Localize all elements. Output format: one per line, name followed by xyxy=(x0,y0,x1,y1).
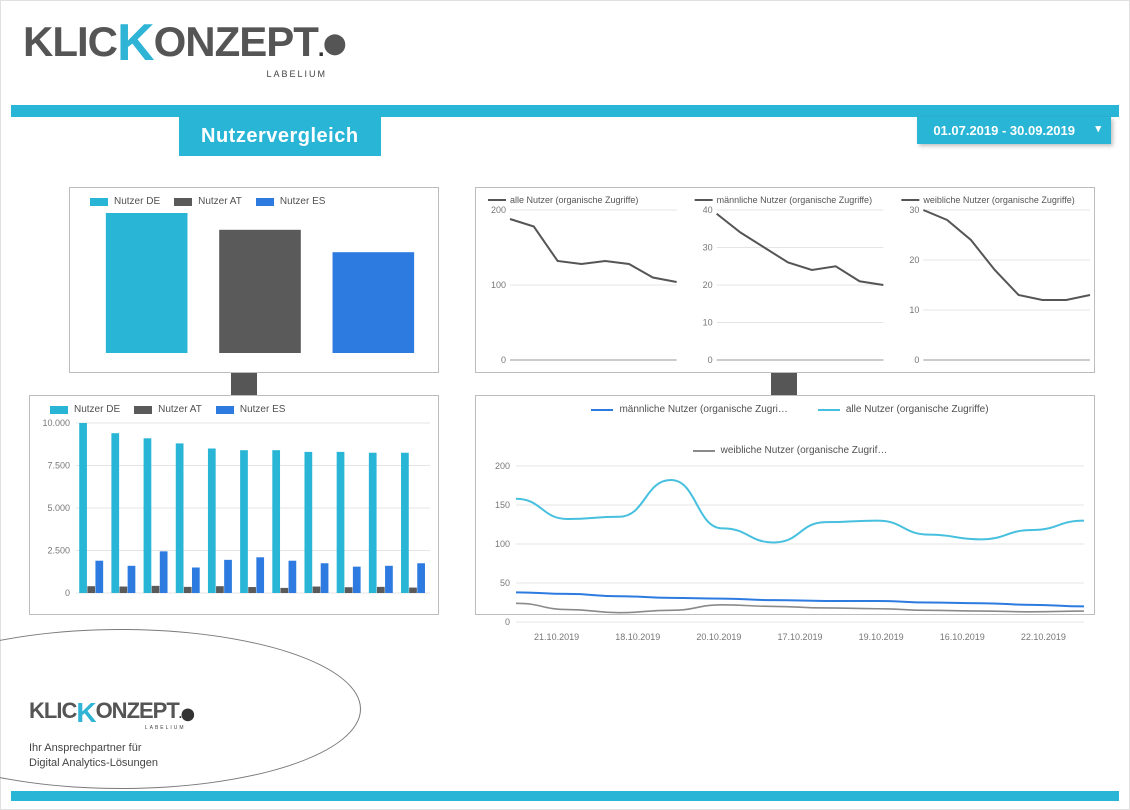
chart-grouped-bars: Nutzer DE Nutzer AT Nutzer ES 0 2.500 5.00… xyxy=(29,395,439,615)
svg-text:10.000: 10.000 xyxy=(42,418,70,428)
svg-text:150: 150 xyxy=(495,500,510,510)
legend-label: alle Nutzer (organische Zugriffe) xyxy=(846,404,989,415)
logo-k: K xyxy=(117,14,154,72)
svg-text:18.10.2019: 18.10.2019 xyxy=(615,632,660,642)
svg-text:21.10.2019: 21.10.2019 xyxy=(534,632,579,642)
swatch-male xyxy=(591,409,613,411)
date-range-text: 01.07.2019 - 30.09.2019 xyxy=(933,123,1075,138)
svg-text:7.500: 7.500 xyxy=(47,461,70,471)
svg-text:100: 100 xyxy=(491,280,506,290)
legend-label: Nutzer AT xyxy=(198,196,242,207)
chart-sparklines-triple: alle Nutzer (organische Zugriffe)0100200… xyxy=(475,187,1095,373)
legend-panel-c: Nutzer DE Nutzer AT Nutzer ES xyxy=(30,396,438,417)
multi-line-svg: 0 50 100 150 200 21.10.2019 18.10.2019 20.10.20… xyxy=(476,458,1096,648)
svg-text:200: 200 xyxy=(495,461,510,471)
svg-text:0: 0 xyxy=(65,588,70,598)
logo-part1: KLIC xyxy=(23,18,117,65)
legend-label: Nutzer DE xyxy=(74,404,120,415)
svg-text:10: 10 xyxy=(909,305,919,315)
swatch-de xyxy=(50,406,68,414)
brand-logo: KLICKONZEPT.⬤ LABELIUM xyxy=(23,13,345,79)
svg-text:0: 0 xyxy=(501,355,506,365)
logo-part1: KLIC xyxy=(29,698,76,723)
svg-text:männliche Nutzer (organische Z: männliche Nutzer (organische Zugriffe) xyxy=(717,195,872,205)
footer-line2: Digital Analytics-Lösungen xyxy=(29,757,158,769)
svg-text:10: 10 xyxy=(703,318,713,328)
logo-part2: ONZEPT xyxy=(96,698,179,723)
grouped-bar-svg: 0 2.500 5.000 7.500 10.000 xyxy=(30,417,440,607)
svg-text:30: 30 xyxy=(909,205,919,215)
svg-text:weibliche Nutzer (organische Z: weibliche Nutzer (organische Zugriffe) xyxy=(922,195,1074,205)
swatch-female xyxy=(693,450,715,452)
footer-text: Ihr Ansprechpartner für Digital Analytic… xyxy=(29,741,158,771)
svg-text:0: 0 xyxy=(914,355,919,365)
svg-text:0: 0 xyxy=(708,355,713,365)
chart-multi-line: männliche Nutzer (organische Zugri… alle… xyxy=(475,395,1095,615)
swatch-at xyxy=(174,198,192,206)
logo-part2: ONZEPT xyxy=(154,18,318,65)
legend-label: weibliche Nutzer (organische Zugrif… xyxy=(721,445,888,456)
top-accent-bar xyxy=(11,105,1119,117)
svg-text:20.10.2019: 20.10.2019 xyxy=(696,632,741,642)
svg-text:alle Nutzer (organische Zugrif: alle Nutzer (organische Zugriffe) xyxy=(510,195,638,205)
svg-text:20: 20 xyxy=(909,255,919,265)
footer-line1: Ihr Ansprechpartner für xyxy=(29,742,142,754)
svg-text:22.10.2019: 22.10.2019 xyxy=(1021,632,1066,642)
legend-label: männliche Nutzer (organische Zugri… xyxy=(619,404,787,415)
swatch-at xyxy=(134,406,152,414)
svg-text:50: 50 xyxy=(500,578,510,588)
svg-text:17.10.2019: 17.10.2019 xyxy=(777,632,822,642)
legend-panel-d: männliche Nutzer (organische Zugri… alle… xyxy=(476,396,1094,458)
svg-text:16.10.2019: 16.10.2019 xyxy=(940,632,985,642)
svg-text:30: 30 xyxy=(703,243,713,253)
sparklines-svg: alle Nutzer (organische Zugriffe)0100200… xyxy=(476,188,1096,374)
svg-text:200: 200 xyxy=(491,205,506,215)
legend-label: Nutzer ES xyxy=(280,196,326,207)
page-title: Nutzervergleich xyxy=(179,117,381,156)
svg-text:100: 100 xyxy=(495,539,510,549)
connector-left xyxy=(231,373,257,395)
legend-panel-a: Nutzer DE Nutzer AT Nutzer ES xyxy=(70,188,438,209)
legend-label: Nutzer AT xyxy=(158,404,202,415)
bottom-accent-bar xyxy=(11,791,1119,801)
chart-summary-bars: Nutzer DE Nutzer AT Nutzer ES xyxy=(69,187,439,373)
svg-text:19.10.2019: 19.10.2019 xyxy=(859,632,904,642)
connector-right xyxy=(771,373,797,395)
swatch-es xyxy=(256,198,274,206)
swatch-all xyxy=(818,409,840,411)
svg-text:20: 20 xyxy=(703,280,713,290)
date-range-picker[interactable]: 01.07.2019 - 30.09.2019 xyxy=(917,117,1111,144)
svg-text:2.500: 2.500 xyxy=(47,546,70,556)
svg-text:40: 40 xyxy=(703,205,713,215)
logo-k: K xyxy=(76,697,95,728)
swatch-de xyxy=(90,198,108,206)
legend-label: Nutzer DE xyxy=(114,196,160,207)
svg-text:5.000: 5.000 xyxy=(47,503,70,513)
footer-logo: KLICKONZEPT.⬤ LABELIUM xyxy=(29,697,194,731)
svg-text:0: 0 xyxy=(505,617,510,627)
bar-chart-svg xyxy=(70,209,440,359)
swatch-es xyxy=(216,406,234,414)
legend-label: Nutzer ES xyxy=(240,404,286,415)
